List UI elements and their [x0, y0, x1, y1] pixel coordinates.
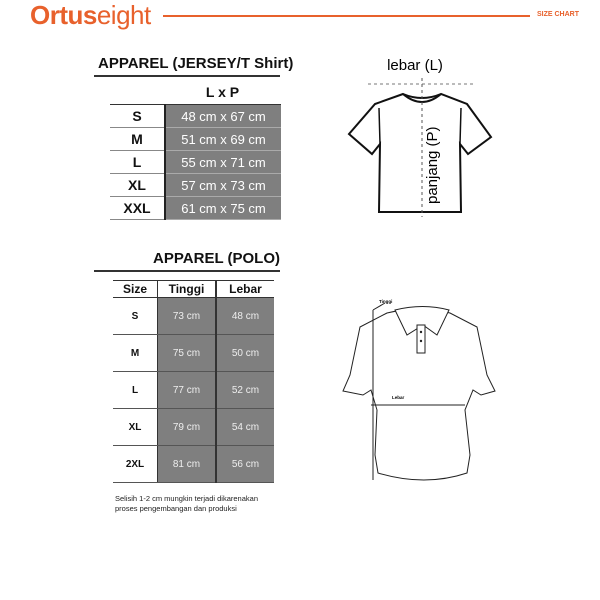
jersey-title: APPAREL (JERSEY/T Shirt) — [98, 55, 294, 72]
button-icon — [419, 339, 423, 343]
size-cell: S — [110, 104, 166, 128]
polo-placket — [416, 324, 426, 354]
size-cell: XXL — [110, 196, 166, 220]
table-row: L 55 cm x 71 cm — [110, 150, 281, 174]
jersey-column-header: L x P — [205, 84, 240, 100]
note-line-1: Selisih 1-2 cm mungkin terjadi dikarenak… — [115, 494, 258, 503]
tinggi-cell: 81 cm — [157, 445, 217, 483]
tshirt-length-label: panjang (P) — [424, 126, 441, 204]
table-row: S 48 cm x 67 cm — [110, 104, 281, 128]
lebar-cell: 48 cm — [216, 297, 274, 335]
button-icon — [419, 330, 423, 334]
tshirt-width-label: lebar (L) — [387, 57, 443, 74]
tinggi-cell: 75 cm — [157, 334, 217, 372]
table-row: XXL 61 cm x 75 cm — [110, 196, 281, 220]
size-cell: M — [113, 334, 158, 372]
tinggi-cell: 79 cm — [157, 408, 217, 446]
height-measure-tick — [372, 302, 386, 311]
table-row: 2XL 81 cm 56 cm — [113, 445, 274, 483]
lebar-cell: 52 cm — [216, 371, 274, 409]
size-cell: L — [110, 150, 166, 174]
polo-diagram: Tinggi Lebar — [342, 299, 496, 481]
lebar-cell: 50 cm — [216, 334, 274, 372]
polo-title: APPAREL (POLO) — [153, 250, 280, 267]
measurement-cell: 48 cm x 67 cm — [165, 104, 281, 128]
size-cell: 2XL — [113, 445, 158, 483]
polo-title-rule — [94, 270, 280, 272]
tshirt-sleeve-seams — [378, 107, 462, 145]
polo-collar — [394, 306, 450, 336]
note-line-2: proses pengembangan dan produksi — [115, 504, 237, 513]
size-cell: XL — [113, 408, 158, 446]
table-row: XL 79 cm 54 cm — [113, 408, 274, 446]
tinggi-cell: 77 cm — [157, 371, 217, 409]
size-cell: M — [110, 127, 166, 151]
header-divider — [163, 15, 530, 17]
polo-width-label: Lebar — [392, 395, 405, 400]
measurement-note: Selisih 1-2 cm mungkin terjadi dikarenak… — [115, 494, 258, 514]
brand-bold: Ortus — [30, 0, 97, 30]
size-cell: XL — [110, 173, 166, 197]
lebar-cell: 54 cm — [216, 408, 274, 446]
measurement-cell: 61 cm x 75 cm — [165, 196, 281, 220]
table-row: L 77 cm 52 cm — [113, 371, 274, 409]
lebar-cell: 56 cm — [216, 445, 274, 483]
header-lebar: Lebar — [216, 280, 274, 298]
brand-light: eight — [96, 0, 151, 30]
tinggi-cell: 73 cm — [157, 297, 217, 335]
brand-logo: Ortuseight — [30, 0, 151, 31]
table-row: XL 57 cm x 73 cm — [110, 173, 281, 197]
measurement-cell: 55 cm x 71 cm — [165, 150, 281, 174]
measurement-cell: 57 cm x 73 cm — [165, 173, 281, 197]
header-size: Size — [113, 280, 158, 298]
jersey-title-rule — [94, 75, 280, 77]
size-chart-label: SIZE CHART — [537, 11, 579, 18]
table-row: M 51 cm x 69 cm — [110, 127, 281, 151]
measurement-cell: 51 cm x 69 cm — [165, 127, 281, 151]
size-cell: S — [113, 297, 158, 335]
polo-height-label: Tinggi — [379, 299, 392, 304]
tshirt-diagram: lebar (L) panjang (P) — [347, 57, 493, 217]
polo-size-table: Size Tinggi Lebar S 73 cm 48 cm M 75 cm 50 cm… — [113, 280, 274, 483]
tshirt-outline — [347, 92, 493, 213]
size-cell: L — [113, 371, 158, 409]
header-tinggi: Tinggi — [157, 280, 217, 298]
table-row: M 75 cm 50 cm — [113, 334, 274, 372]
jersey-size-table: S 48 cm x 67 cm M 51 cm x 69 cm L 55 cm x 71 … — [110, 104, 281, 220]
table-row: S 73 cm 48 cm — [113, 297, 274, 335]
